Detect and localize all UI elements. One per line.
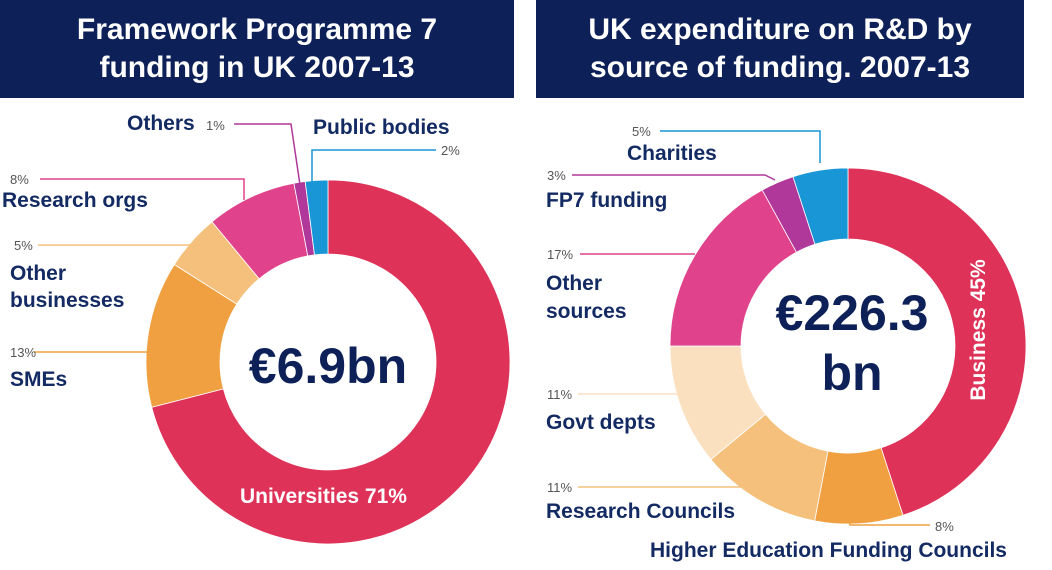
- other-sources-label-line-2: sources: [546, 300, 627, 323]
- right-annotations: Business 45% 8% Higher Education Funding…: [546, 124, 1007, 562]
- smes-leader-line: [34, 330, 179, 353]
- charities-label: Charities: [627, 142, 717, 165]
- slice-public-bodies: [304, 179, 329, 256]
- right-chart-title: UK expenditure on R&D by source of fundi…: [536, 0, 1024, 98]
- others-label: Others: [127, 112, 195, 135]
- right-donut-chart: [669, 167, 1027, 525]
- smes-label: SMEs: [10, 368, 67, 391]
- left-title-line-2: funding in UK 2007-13: [99, 51, 415, 84]
- charities-leader-line: [660, 130, 821, 163]
- public-bodies-pct: 2%: [441, 143, 460, 158]
- other-businesses-label-line-1: Other: [10, 262, 66, 285]
- fp7-pct: 3%: [547, 168, 566, 183]
- hefc-label: Higher Education Funding Councils: [650, 539, 1007, 562]
- other-businesses-label-line-2: businesses: [10, 289, 124, 312]
- hefc-pct: 8%: [935, 519, 954, 534]
- right-title-line-2: source of funding. 2007-13: [589, 51, 971, 84]
- right-title-line-1: UK expenditure on R&D by: [588, 13, 972, 46]
- other-sources-label-line-1: Other: [546, 272, 602, 295]
- left-chart-title: Framework Programme 7 funding in UK 2007…: [0, 0, 514, 98]
- other-sources-pct: 17%: [547, 247, 573, 262]
- left-title-line-1: Framework Programme 7: [76, 13, 438, 46]
- left-donut-chart: [145, 179, 511, 545]
- charities-pct: 5%: [632, 124, 651, 139]
- smes-pct: 13%: [10, 345, 36, 360]
- hefc-leader-line: [849, 500, 930, 526]
- left-center-total: €6.9bn: [249, 338, 407, 394]
- govt-depts-label: Govt depts: [546, 411, 656, 434]
- research-councils-label: Research Councils: [546, 500, 735, 523]
- other-businesses-pct: 5%: [14, 238, 33, 253]
- right-center-total-line-2: bn: [821, 345, 882, 401]
- fp7-leader-line: [572, 174, 776, 181]
- research-councils-leader-line: [578, 472, 756, 488]
- public-bodies-label: Public bodies: [313, 116, 450, 139]
- public-bodies-leader-line: [311, 149, 436, 185]
- govt-depts-pct: 11%: [547, 387, 572, 402]
- slice-business: [847, 167, 1027, 516]
- research-orgs-label: Research orgs: [2, 189, 148, 212]
- left-annotations: Universities 71% 13% SMEs 5% Other busin…: [2, 112, 460, 508]
- research-orgs-pct: 8%: [10, 172, 29, 187]
- research-councils-pct: 11%: [547, 480, 572, 495]
- research-orgs-leader-line: [40, 178, 245, 200]
- business-label: Business 45%: [967, 259, 990, 401]
- others-pct: 1%: [206, 118, 225, 133]
- universities-label: Universities 71%: [240, 485, 407, 508]
- slice-charities: [792, 167, 849, 245]
- right-center-total-line-1: €226.3: [776, 285, 929, 341]
- others-leader-line: [234, 123, 301, 186]
- fp7-label: FP7 funding: [546, 189, 667, 212]
- slice-universities: [151, 179, 511, 545]
